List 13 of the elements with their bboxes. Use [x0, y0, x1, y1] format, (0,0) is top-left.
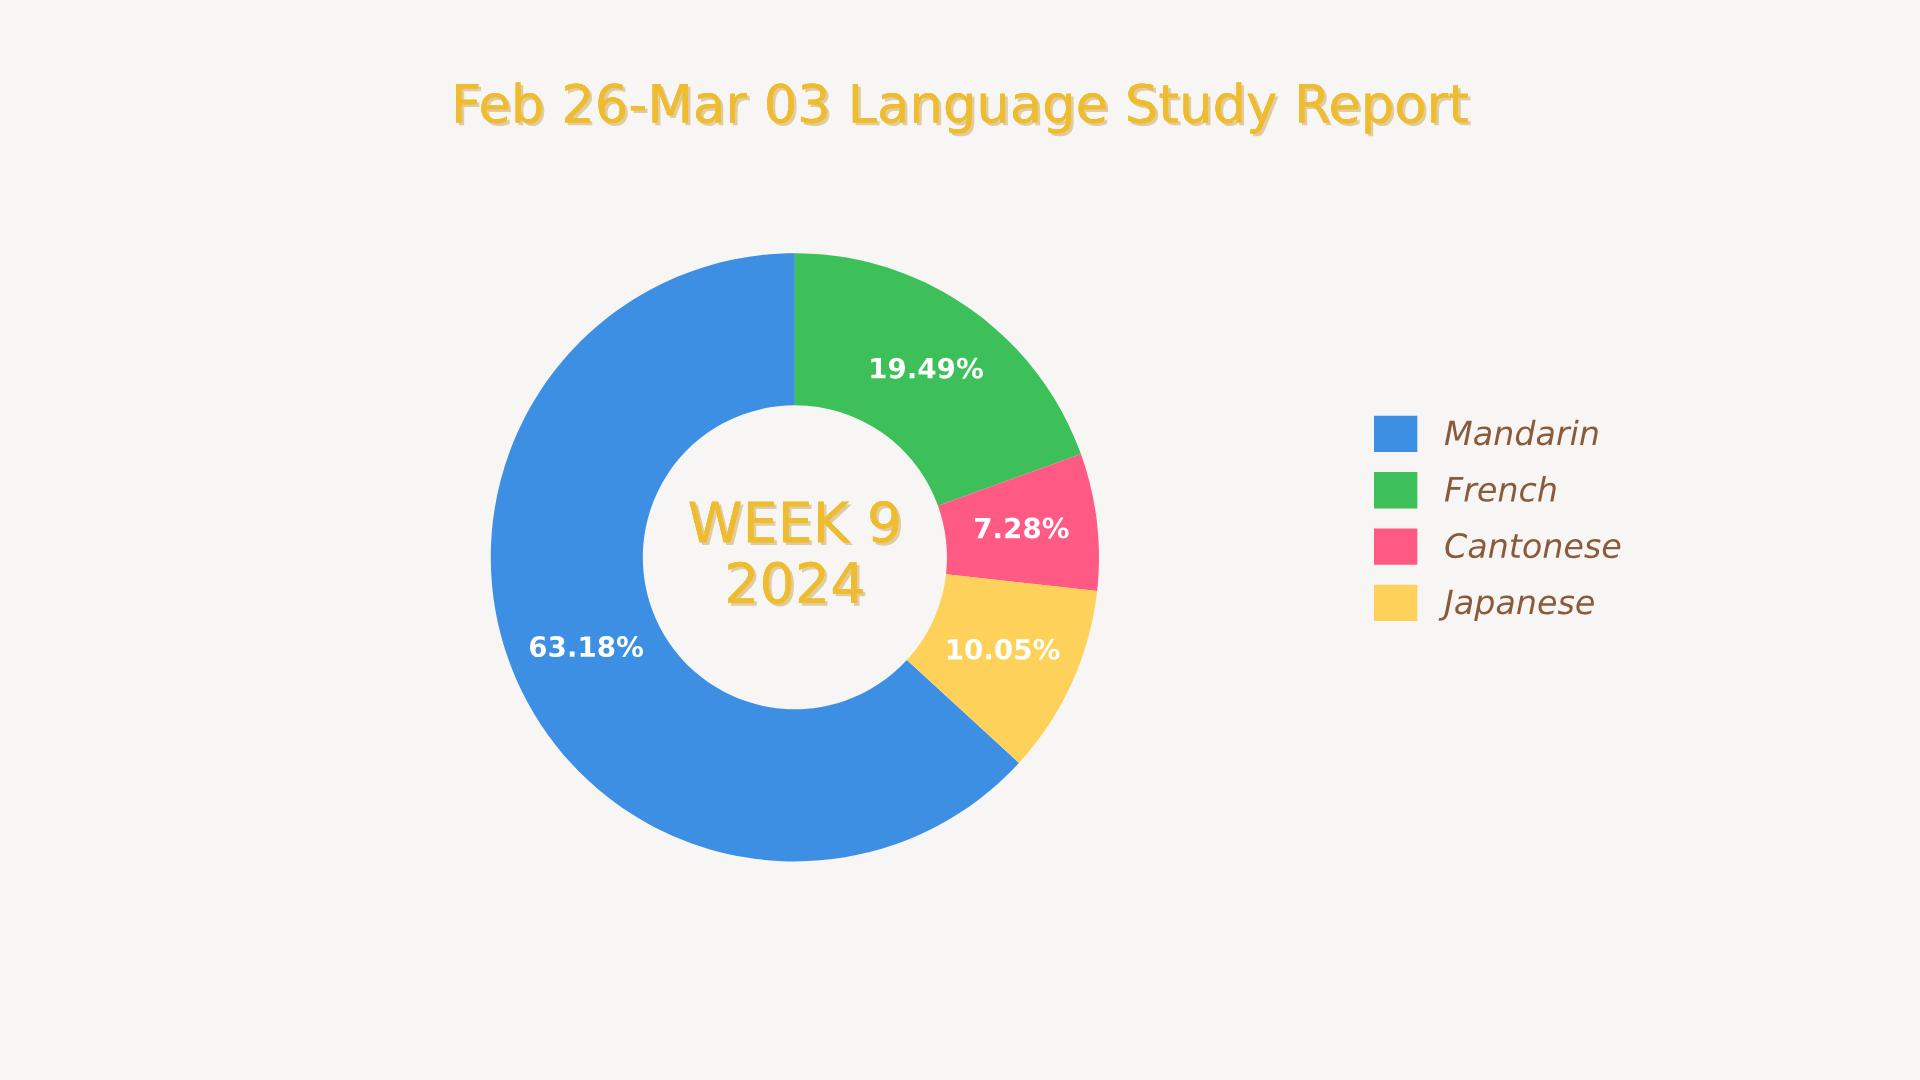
legend-label: Mandarin [1444, 419, 1598, 446]
data-label: 19.49% [871, 357, 983, 379]
legend-label: Japanese [1438, 589, 1594, 621]
legend-label: Cantonese [1445, 532, 1621, 559]
text: 2024 [728, 561, 866, 607]
legend-label: French [1444, 476, 1556, 502]
data-label: 10.05% [947, 638, 1060, 660]
data-label: 63.18% [529, 636, 644, 658]
data-label: 7.28% [975, 517, 1069, 539]
text: WEEK 9 [689, 500, 902, 546]
donut-slice [906, 574, 1098, 763]
donut-slice [937, 454, 1100, 592]
chart-title: Feb 26-Mar 03 Language Study Report [456, 82, 1471, 137]
